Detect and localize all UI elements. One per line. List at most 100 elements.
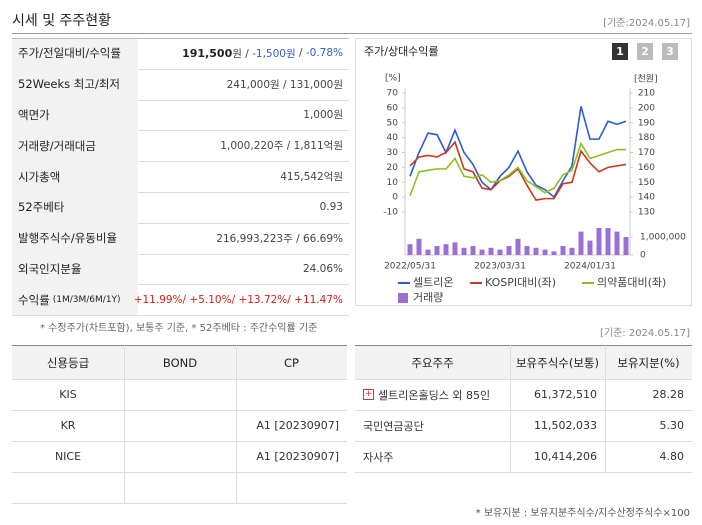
row-line — [12, 68, 349, 70]
header-cell: 보유주식수(보통) — [510, 346, 605, 379]
row-line — [12, 99, 349, 101]
row-value: 241,000원 / 131,000원 — [226, 78, 343, 91]
table-line — [355, 441, 692, 442]
table-cell: 5.30 — [659, 419, 685, 432]
table-cell: 28.28 — [652, 388, 685, 401]
x-tick-label: 2023/03/31 — [474, 262, 526, 272]
value-part: / — [295, 47, 306, 60]
row-line — [12, 38, 349, 39]
volume-bar — [416, 238, 422, 255]
tab[interactable] — [637, 43, 653, 60]
label-part: (1M/3M/6M/1Y) — [52, 294, 121, 305]
legend-label: KOSPI대비(좌) — [485, 276, 556, 289]
table-cell: + 셀트리온홀딩스 외 85인 — [363, 388, 491, 402]
table-line — [12, 441, 347, 442]
section-title: 시세 및 주주현황 — [12, 13, 112, 29]
volume-bar — [533, 247, 539, 255]
row-label: 52Weeks 최고/최저 — [12, 68, 138, 100]
y2-tick-label: 180 — [638, 133, 655, 143]
y2-tick-label: 160 — [638, 163, 655, 173]
row-value: 191,500 원 / -1,500원 / -0.78% — [138, 38, 349, 69]
chart: 주가/상대수익률 1 2 3 [%] [천원] 70 60 50 40 30 20 10 0 -10 210 2… — [364, 43, 686, 304]
header-cell: BOND — [124, 346, 236, 379]
tab[interactable] — [662, 43, 678, 60]
volume-bar — [614, 231, 620, 255]
volume-tick-label: 1,000,000 — [640, 233, 686, 243]
row-line — [12, 161, 349, 163]
value-part: 원 / — [232, 47, 253, 60]
volume-bar — [596, 228, 602, 255]
chart-title: 주가/상대수익률 — [364, 45, 439, 58]
volume-bar — [407, 244, 413, 255]
row-value: 1,000,220주 / 1,811억원 — [220, 140, 343, 153]
table-vline — [124, 345, 125, 503]
table-cell: KR — [60, 419, 76, 432]
value-part: 191,500 — [182, 46, 233, 60]
volume-bar — [443, 244, 449, 255]
volume-bar — [524, 246, 530, 255]
header-cell: CP — [236, 346, 347, 379]
row-label: 발행주식수/유동비율 — [12, 222, 138, 254]
series-line — [409, 106, 627, 199]
table-vline — [605, 345, 606, 472]
tab-label[interactable]: 2 — [641, 45, 649, 58]
y2-axis-label: [천원] — [634, 74, 658, 85]
x-tick-label: 2022/05/31 — [384, 262, 436, 272]
volume-bar — [560, 246, 566, 255]
row-value: 24.06% — [302, 262, 343, 275]
volume-bar — [461, 247, 467, 255]
volume-tick-label: 0 — [640, 251, 646, 261]
y-axis-label: [%] — [385, 74, 401, 84]
row-value: 216,993,223주 / 66.69% — [216, 232, 343, 245]
row-line — [12, 130, 349, 132]
y-tick-label: 0 — [392, 193, 398, 203]
volume-bar — [479, 249, 485, 255]
table-line — [12, 472, 347, 473]
table-vline — [236, 345, 237, 503]
tab-label[interactable]: 3 — [666, 45, 674, 58]
summary-note: * 수정주가(차트포함), 보통주 기준, * 52주베타 : 주간수익률 기준 — [40, 323, 318, 334]
table-cell — [124, 441, 236, 472]
table-cell: 4.80 — [659, 450, 685, 463]
y2-tick-label: 130 — [638, 208, 655, 218]
row-label: 시가총액 — [12, 161, 138, 192]
y-tick-label: -10 — [383, 208, 398, 218]
volume-bar — [587, 240, 593, 255]
volume-bar — [434, 246, 440, 255]
series-line — [409, 140, 627, 201]
y2-tick-label: 170 — [638, 148, 655, 158]
table-line — [355, 410, 692, 411]
tab-label[interactable]: 1 — [616, 45, 624, 58]
volume-bar — [470, 246, 476, 255]
divider — [12, 33, 692, 34]
volume-bar — [497, 249, 503, 255]
header-cell: 신용등급 — [12, 346, 124, 379]
table-cell — [236, 379, 347, 410]
table-cell — [124, 472, 236, 503]
table-line — [12, 345, 347, 346]
legend-label: 의약품대비(좌) — [597, 275, 666, 289]
table-line — [12, 410, 347, 411]
legend-label: 거래량 — [413, 291, 443, 304]
table-cell: NICE — [54, 450, 82, 463]
label-part: 수익률 — [18, 292, 50, 307]
row-label: 외국인지분율 — [12, 253, 138, 285]
volume-bar — [515, 238, 521, 255]
y2-tick-label: 210 — [638, 89, 655, 99]
table-line — [12, 379, 347, 380]
table-cell: 61,372,510 — [534, 388, 597, 401]
tab[interactable] — [612, 43, 628, 60]
row-value: 415,542억원 — [280, 171, 343, 184]
chart-box — [355, 38, 692, 306]
row-label: 수익률 (1M/3M/6M/1Y) — [12, 284, 138, 316]
y2-tick-label: 200 — [638, 103, 655, 113]
value-part: -0.78% — [305, 47, 343, 60]
table-cell: A1 [20230907] — [256, 419, 339, 432]
row-label: 액면가 — [12, 99, 138, 131]
table-cell: 자사주 — [363, 450, 394, 464]
row-label: 거래량/거래대금 — [12, 130, 138, 162]
y-tick-label: 50 — [387, 118, 399, 128]
volume-bar — [506, 246, 512, 255]
header-cell: 보유지분(%) — [605, 346, 692, 379]
volume-bar — [569, 247, 575, 255]
